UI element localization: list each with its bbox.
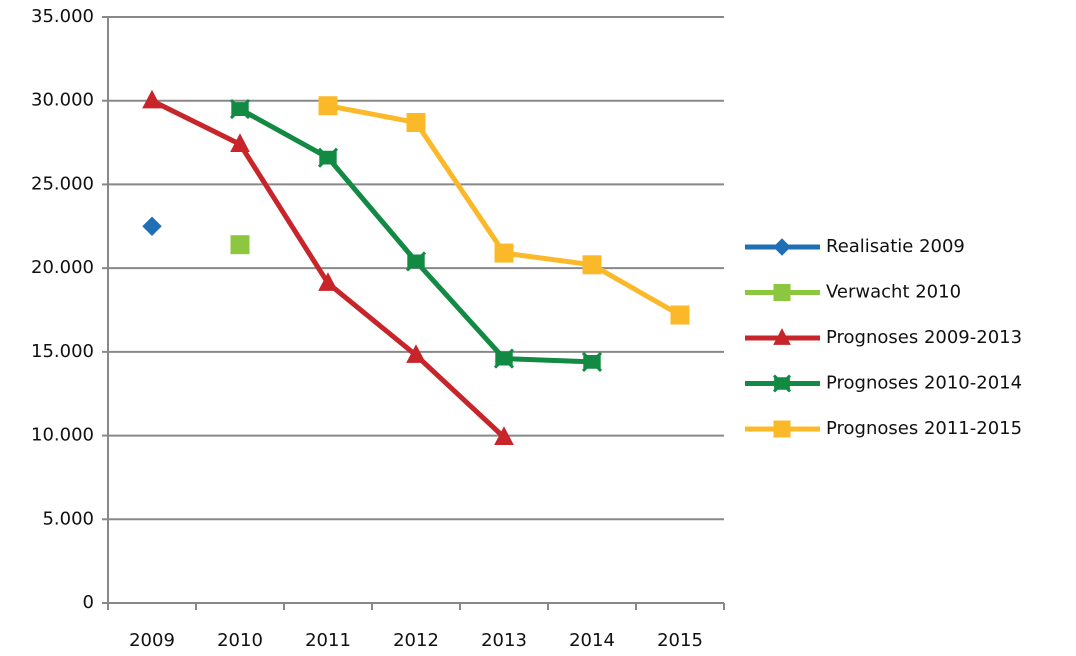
y-tick-label: 30.000	[31, 90, 94, 111]
legend-label: Prognoses 2011-2015	[826, 418, 1022, 439]
y-tick-label: 15.000	[31, 341, 94, 362]
series-line	[327, 103, 682, 318]
y-tick-label: 25.000	[31, 173, 94, 194]
marker	[670, 305, 690, 325]
x-tick-label: 2013	[481, 630, 527, 651]
legend-label: Realisatie 2009	[826, 236, 965, 257]
marker	[317, 147, 339, 168]
marker	[406, 344, 426, 363]
legend-marker	[773, 420, 791, 438]
x-tick-label: 2009	[129, 630, 175, 651]
marker	[230, 235, 250, 255]
marker	[318, 272, 338, 291]
x-tick-label: 2011	[305, 630, 351, 651]
marker	[582, 255, 602, 275]
y-tick-label: 0	[83, 592, 94, 613]
marker	[318, 96, 338, 116]
marker	[229, 99, 251, 120]
marker	[142, 89, 162, 109]
legend-label: Prognoses 2009-2013	[826, 327, 1022, 348]
legend-marker	[773, 238, 791, 256]
legend-label: Verwacht 2010	[826, 282, 961, 303]
x-tick-label: 2010	[217, 630, 263, 651]
y-tick-label: 5.000	[42, 508, 94, 529]
marker	[142, 216, 162, 236]
legend-marker	[772, 374, 792, 393]
y-tick-label: 35.000	[31, 6, 94, 27]
marker	[494, 243, 514, 263]
marker	[581, 351, 603, 372]
marker	[230, 133, 250, 152]
series-line	[238, 106, 593, 365]
marker	[405, 251, 427, 272]
marker	[406, 112, 426, 132]
legend-label: Prognoses 2010-2014	[826, 373, 1022, 394]
marker	[494, 426, 514, 445]
legend-marker	[773, 284, 791, 301]
marker	[493, 348, 515, 369]
x-tick-label: 2012	[393, 630, 439, 651]
legend-marker	[773, 328, 791, 345]
y-tick-label: 20.000	[31, 257, 94, 278]
x-tick-label: 2014	[569, 630, 615, 651]
x-tick-label: 2015	[657, 630, 703, 651]
y-tick-label: 10.000	[31, 425, 94, 446]
